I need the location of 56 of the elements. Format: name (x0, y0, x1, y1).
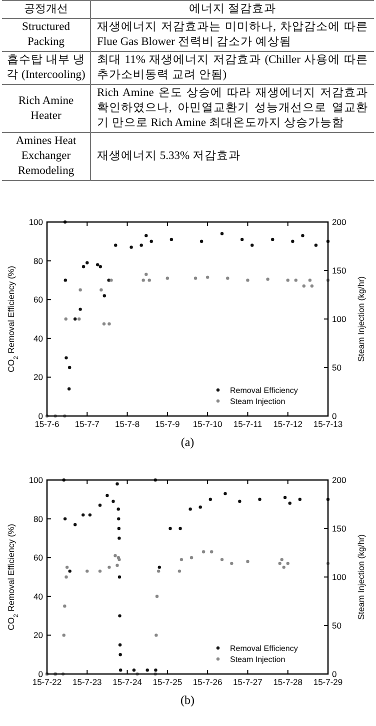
x-tick-label: 15-7-12 (273, 419, 303, 429)
y-tick-label: 40 (34, 591, 44, 602)
x-tick-label: 15-7-25 (152, 677, 182, 687)
x-tick-label: 15-7-23 (72, 677, 102, 687)
y-tick-label: 80 (34, 514, 44, 524)
y-tick-label: 60 (34, 294, 44, 305)
text: 재생에너지 저감효과는 미미하나, 차압감소에 따른 Flue Gas Blower 전력비 감소가 예상됨 (96, 20, 369, 50)
y-tick-label: 100 (28, 475, 44, 485)
x-tick-label: 15-7-27 (233, 677, 263, 687)
text: 최대 11% 재생에너지 저감효과 (Chiller 사용에 따른 추가소비동력 교려 안됨) (96, 53, 369, 83)
text: 에너지 절감효과 (188, 2, 277, 17)
y2-tick-label: 50 (332, 362, 342, 372)
text: Structured Packing (2, 18, 90, 52)
y2-tick-label: 150 (332, 266, 346, 276)
text: 재생에너지 5.33% 저감효과 (96, 149, 242, 164)
y2-tick-label: 200 (332, 217, 346, 227)
y-tick-label: 100 (28, 217, 44, 227)
text: (a) (180, 435, 194, 449)
x-tick-label: 15-7-6 (34, 419, 60, 429)
y-tick-label: 0 (38, 411, 44, 421)
text: Amines Heat Exchanger Remodeling (2, 132, 90, 180)
legend-label: Removal Efficiency (230, 386, 298, 395)
text: 흡수탑 내부 냉각 (Intercooling) (2, 52, 90, 84)
x-tick-label: 15-7-10 (192, 419, 222, 429)
y2-tick-label: 100 (332, 572, 346, 582)
y2-tick-label: 50 (332, 620, 342, 630)
legend-label: Steam Injection (230, 397, 286, 406)
x-tick-label: 15-7-9 (155, 419, 180, 429)
y2-tick-label: 0 (332, 411, 337, 421)
y-tick-label: 80 (34, 256, 44, 266)
y2-tick-label: 100 (332, 314, 346, 324)
x-tick-label: 15-7-11 (233, 419, 262, 429)
y-tick-label: 40 (34, 333, 44, 344)
y2-axis-title: Steam Injection (kg/hr) (356, 534, 366, 620)
legend-label: Steam Injection (230, 655, 286, 664)
text: (b) (180, 693, 194, 707)
y2-tick-label: 200 (332, 475, 346, 485)
x-tick-label: 15-7-22 (32, 677, 62, 687)
x-tick-label: 15-7-29 (313, 677, 343, 687)
legend-label: Removal Efficiency (230, 644, 298, 653)
y2-tick-label: 150 (332, 524, 346, 534)
x-tick-label: 15-7-8 (114, 419, 140, 429)
x-tick-label: 15-7-7 (74, 419, 100, 429)
y-tick-label: 20 (34, 630, 44, 640)
text: Rich Amine Heater (2, 84, 90, 132)
y2-tick-label: 0 (332, 669, 337, 679)
x-tick-label: 15-7-13 (313, 419, 343, 429)
x-tick-label: 15-7-24 (112, 677, 142, 687)
y-tick-label: 0 (38, 669, 44, 679)
text: 공정개선 (2, 0, 90, 18)
x-tick-label: 15-7-28 (273, 677, 303, 687)
y-tick-label: 20 (34, 372, 44, 382)
y-tick-label: 60 (34, 552, 44, 563)
y2-axis-title: Steam Injection (kg/hr) (356, 276, 366, 362)
text: Rich Amine 온도 상승에 따라 재생에너지 저감효과 확인하였으나, 아민열교환기 성능개선으로 열교환기 만으로 Rich Amine 최대온도까지 상승가능함 (96, 86, 369, 131)
x-tick-label: 15-7-26 (192, 677, 222, 687)
